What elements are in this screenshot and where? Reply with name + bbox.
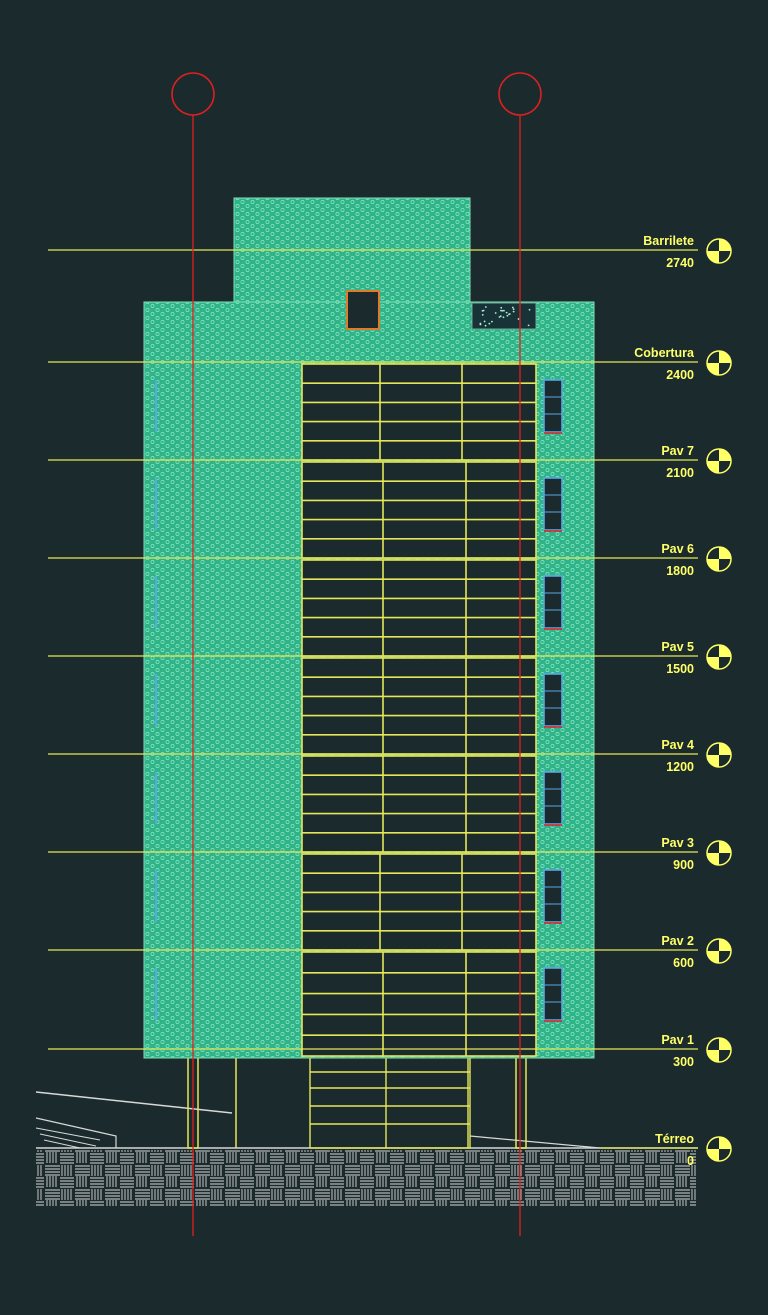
side-window (543, 673, 563, 728)
level-name-pav7: Pav 7 (661, 444, 694, 458)
side-window (543, 477, 563, 532)
grid-bubble-left (171, 72, 215, 116)
level-symbol-pav5 (706, 644, 732, 670)
pilotis (187, 1055, 527, 1149)
level-name-pav6: Pav 6 (661, 542, 694, 556)
grid-bubble-right (498, 72, 542, 116)
level-name-pav4: Pav 4 (661, 738, 694, 752)
entrance-glazing (309, 1055, 471, 1149)
curtain-panel-floor (301, 461, 537, 559)
level-name-barrilete: Barrilete (643, 234, 694, 248)
level-symbol-barrilete (706, 238, 732, 264)
stair-lines (35, 1127, 101, 1149)
level-name-terreo: Térreo (655, 1132, 694, 1146)
curtain-panel-floor (301, 657, 537, 755)
level-lines (48, 249, 698, 1149)
level-name-cobertura: Cobertura (634, 346, 695, 360)
curtain-panel-floor (301, 559, 537, 657)
level-elevation-pav5: 1500 (666, 662, 694, 676)
level-name-pav1: Pav 1 (661, 1033, 694, 1047)
curtain-panel-floor (301, 951, 537, 1057)
grid-axes (171, 72, 542, 1236)
level-symbol-pav7 (706, 448, 732, 474)
side-window (543, 967, 563, 1022)
level-symbol-pav2 (706, 938, 732, 964)
level-symbol-pav6 (706, 546, 732, 572)
level-elevation-pav6: 1800 (666, 564, 694, 578)
level-name-pav5: Pav 5 (661, 640, 694, 654)
level-symbol-cobertura (706, 350, 732, 376)
side-window (543, 869, 563, 924)
level-name-pav2: Pav 2 (661, 934, 694, 948)
level-elevation-pav2: 600 (673, 956, 694, 970)
level-symbol-terreo (706, 1136, 732, 1162)
level-name-pav3: Pav 3 (661, 836, 694, 850)
terrain-line (35, 1091, 233, 1114)
level-elevation-pav3: 900 (673, 858, 694, 872)
side-window (543, 575, 563, 630)
side-window (543, 379, 563, 434)
level-markers: Barrilete 2740 Cobertura 2400 Pav 7 2100 Pav 6… (634, 234, 732, 1168)
curtain-panel-floor (301, 853, 537, 951)
level-elevation-cobertura: 2400 (666, 368, 694, 382)
level-symbol-pav4 (706, 742, 732, 768)
side-window (543, 771, 563, 826)
ground-hatch (36, 1150, 696, 1206)
level-elevation-barrilete: 2740 (666, 256, 694, 270)
curtain-panel-floor (301, 755, 537, 853)
level-elevation-pav7: 2100 (666, 466, 694, 480)
level-elevation-terreo: 0 (687, 1154, 694, 1168)
level-symbol-pav3 (706, 840, 732, 866)
curtain-panel-floor (301, 363, 537, 461)
terrain-line-2 (35, 1117, 117, 1148)
level-elevation-pav4: 1200 (666, 760, 694, 774)
level-elevation-pav1: 300 (673, 1055, 694, 1069)
curtain-wall (301, 363, 537, 1057)
roof-door (346, 290, 380, 330)
roof-vent (471, 302, 537, 330)
vent-pattern (479, 306, 531, 327)
level-symbol-pav1 (706, 1037, 732, 1063)
terrain-line-right (469, 1135, 601, 1149)
side-windows (155, 379, 563, 1022)
